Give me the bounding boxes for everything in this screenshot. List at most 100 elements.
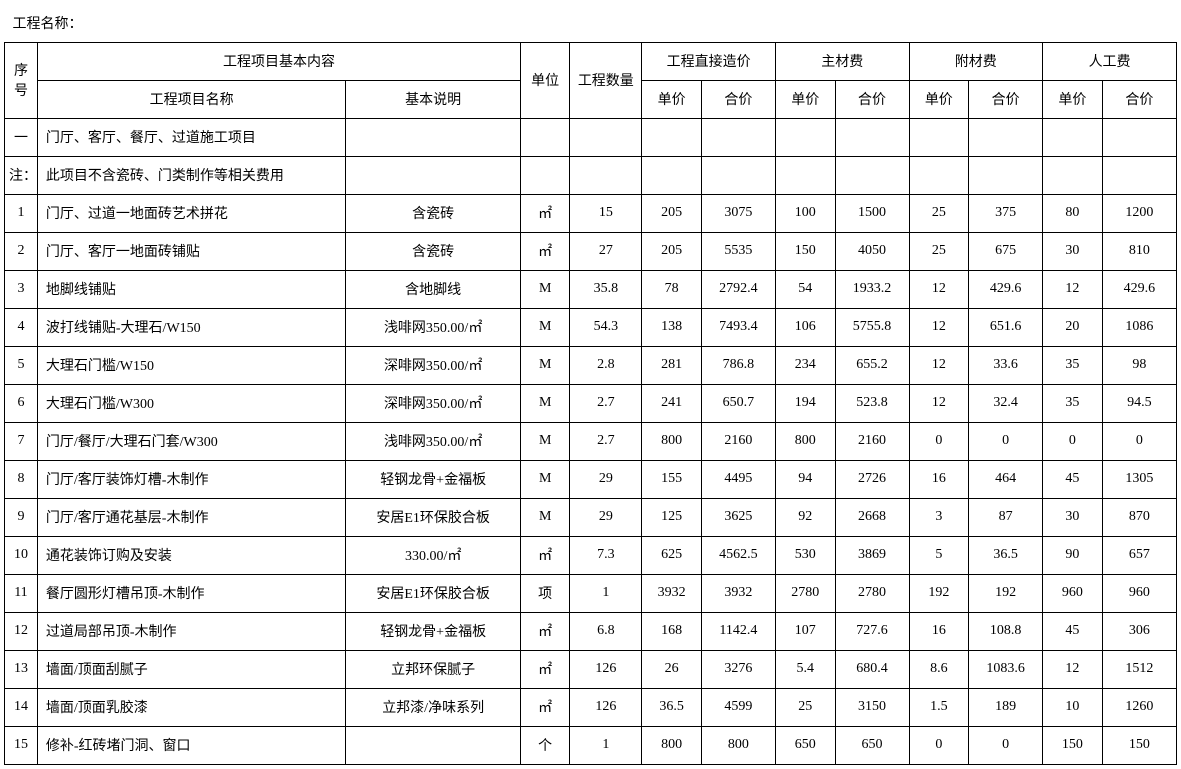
- cell-name: 墙面/顶面刮腻子: [37, 650, 345, 688]
- header-dp: 单价: [642, 80, 702, 118]
- cell-dt: 800: [701, 726, 775, 764]
- cell-lt: 98: [1102, 346, 1176, 384]
- cell-at: 36.5: [969, 536, 1043, 574]
- cell-dt: 4495: [701, 460, 775, 498]
- cell-seq: 14: [5, 688, 38, 726]
- cell-lt: [1102, 118, 1176, 156]
- cell-unit: M: [521, 346, 570, 384]
- cell-lt: 1305: [1102, 460, 1176, 498]
- cell-lt: 306: [1102, 612, 1176, 650]
- cell-ap: [909, 118, 969, 156]
- cell-mt: 727.6: [835, 612, 909, 650]
- cell-qty: 54.3: [570, 308, 642, 346]
- cell-name: 门厅、客厅、餐厅、过道施工项目: [37, 118, 345, 156]
- header-desc: 基本说明: [346, 80, 521, 118]
- cell-dt: 2160: [701, 422, 775, 460]
- budget-table: 工程名称： 序号 工程项目基本内容 单位 工程数量 工程直接造价 主材费 附材费…: [4, 4, 1177, 765]
- cell-desc: 330.00/㎡: [346, 536, 521, 574]
- table-row: 一门厅、客厅、餐厅、过道施工项目: [5, 118, 1177, 156]
- cell-mp: 107: [775, 612, 835, 650]
- cell-ap: 12: [909, 308, 969, 346]
- table-row: 6大理石门槛/W300深啡网350.00/㎡M2.7241650.7194523…: [5, 384, 1177, 422]
- cell-qty: 7.3: [570, 536, 642, 574]
- cell-dp: 205: [642, 194, 702, 232]
- cell-at: 0: [969, 726, 1043, 764]
- cell-dt: [701, 156, 775, 194]
- cell-dt: 7493.4: [701, 308, 775, 346]
- cell-dt: 3276: [701, 650, 775, 688]
- cell-qty: 2.8: [570, 346, 642, 384]
- cell-qty: 2.7: [570, 422, 642, 460]
- cell-unit: M: [521, 308, 570, 346]
- cell-name: 通花装饰订购及安装: [37, 536, 345, 574]
- cell-qty: 2.7: [570, 384, 642, 422]
- cell-lp: 150: [1043, 726, 1103, 764]
- cell-lp: 960: [1043, 574, 1103, 612]
- cell-seq: 10: [5, 536, 38, 574]
- cell-unit: ㎡: [521, 612, 570, 650]
- cell-ap: 16: [909, 460, 969, 498]
- cell-mp: 94: [775, 460, 835, 498]
- cell-mp: 2780: [775, 574, 835, 612]
- cell-mt: 523.8: [835, 384, 909, 422]
- cell-mt: 2160: [835, 422, 909, 460]
- cell-lp: 12: [1043, 270, 1103, 308]
- header-content-group: 工程项目基本内容: [37, 42, 520, 80]
- cell-mt: 650: [835, 726, 909, 764]
- cell-name: 餐厅圆形灯槽吊顶-木制作: [37, 574, 345, 612]
- cell-dp: 3932: [642, 574, 702, 612]
- header-ap: 单价: [909, 80, 969, 118]
- table-row: 15修补-红砖堵门洞、窗口个180080065065000150150: [5, 726, 1177, 764]
- cell-desc: [346, 118, 521, 156]
- cell-ap: 0: [909, 422, 969, 460]
- cell-mp: 25: [775, 688, 835, 726]
- cell-seq: 一: [5, 118, 38, 156]
- cell-dt: 1142.4: [701, 612, 775, 650]
- cell-unit: ㎡: [521, 688, 570, 726]
- cell-lt: 1086: [1102, 308, 1176, 346]
- cell-mt: [835, 156, 909, 194]
- cell-at: 32.4: [969, 384, 1043, 422]
- cell-at: 675: [969, 232, 1043, 270]
- cell-mp: 530: [775, 536, 835, 574]
- cell-name: 修补-红砖堵门洞、窗口: [37, 726, 345, 764]
- cell-unit: ㎡: [521, 536, 570, 574]
- table-row: 8门厅/客厅装饰灯槽-木制作轻钢龙骨+金福板M29155449594272616…: [5, 460, 1177, 498]
- cell-name: 过道局部吊顶-木制作: [37, 612, 345, 650]
- cell-mt: 2780: [835, 574, 909, 612]
- header-row-1: 序号 工程项目基本内容 单位 工程数量 工程直接造价 主材费 附材费 人工费: [5, 42, 1177, 80]
- cell-mp: 106: [775, 308, 835, 346]
- cell-ap: 8.6: [909, 650, 969, 688]
- cell-qty: [570, 156, 642, 194]
- cell-qty: 1: [570, 726, 642, 764]
- cell-qty: 15: [570, 194, 642, 232]
- cell-lt: 870: [1102, 498, 1176, 536]
- cell-seq: 1: [5, 194, 38, 232]
- cell-dt: 5535: [701, 232, 775, 270]
- cell-mt: 655.2: [835, 346, 909, 384]
- cell-lt: 1260: [1102, 688, 1176, 726]
- cell-lt: 1512: [1102, 650, 1176, 688]
- cell-qty: 6.8: [570, 612, 642, 650]
- cell-lp: 80: [1043, 194, 1103, 232]
- cell-at: 375: [969, 194, 1043, 232]
- cell-desc: 轻钢龙骨+金福板: [346, 612, 521, 650]
- project-title: 工程名称：: [5, 4, 1177, 42]
- cell-dt: 786.8: [701, 346, 775, 384]
- cell-ap: 12: [909, 346, 969, 384]
- header-dt: 合价: [701, 80, 775, 118]
- cell-lt: 0: [1102, 422, 1176, 460]
- cell-desc: 浅啡网350.00/㎡: [346, 308, 521, 346]
- cell-name: 大理石门槛/W300: [37, 384, 345, 422]
- table-row: 注：此项目不含瓷砖、门类制作等相关费用: [5, 156, 1177, 194]
- cell-mt: 4050: [835, 232, 909, 270]
- cell-dt: 2792.4: [701, 270, 775, 308]
- cell-dt: 3625: [701, 498, 775, 536]
- table-row: 5大理石门槛/W150深啡网350.00/㎡M2.8281786.8234655…: [5, 346, 1177, 384]
- cell-ap: 192: [909, 574, 969, 612]
- cell-at: 192: [969, 574, 1043, 612]
- cell-lt: 810: [1102, 232, 1176, 270]
- cell-qty: 29: [570, 498, 642, 536]
- cell-at: 108.8: [969, 612, 1043, 650]
- cell-name: 门厅、过道一地面砖艺术拼花: [37, 194, 345, 232]
